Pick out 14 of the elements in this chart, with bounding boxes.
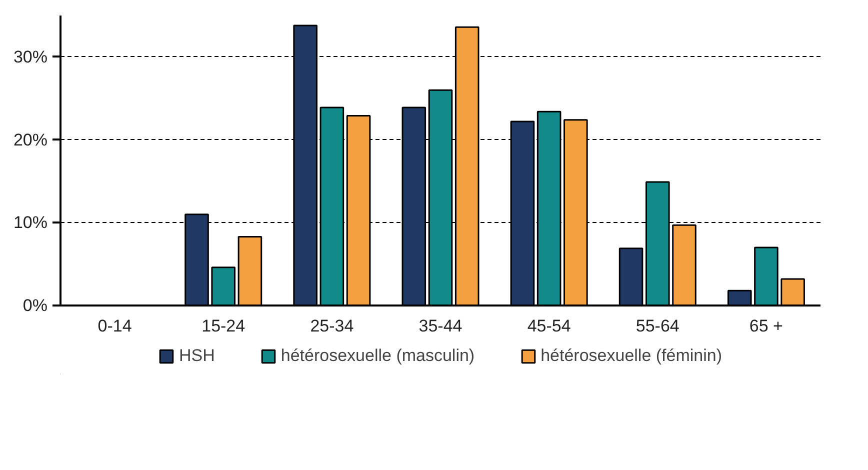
x-tick-label: 55-64 (636, 316, 680, 336)
x-tick-label: 35-44 (418, 316, 462, 336)
x-tick-label: 45-54 (527, 316, 571, 336)
y-tick-label: 20% (13, 130, 48, 150)
legend-label: HSH (178, 346, 215, 366)
legend-label: hétérosexuelle (masculin) (280, 346, 475, 366)
x-tick-label: 65 + (749, 316, 784, 336)
y-tick-label: 10% (13, 213, 48, 232)
y-tick-label: 30% (13, 47, 48, 66)
x-tick-label: 0-14 (98, 316, 132, 336)
x-tick-label: 25-34 (310, 316, 354, 336)
x-tick-label: 15-24 (202, 316, 246, 336)
y-tick-label: 0% (22, 296, 48, 315)
legend-label: hétérosexuelle (féminin) (540, 346, 722, 366)
